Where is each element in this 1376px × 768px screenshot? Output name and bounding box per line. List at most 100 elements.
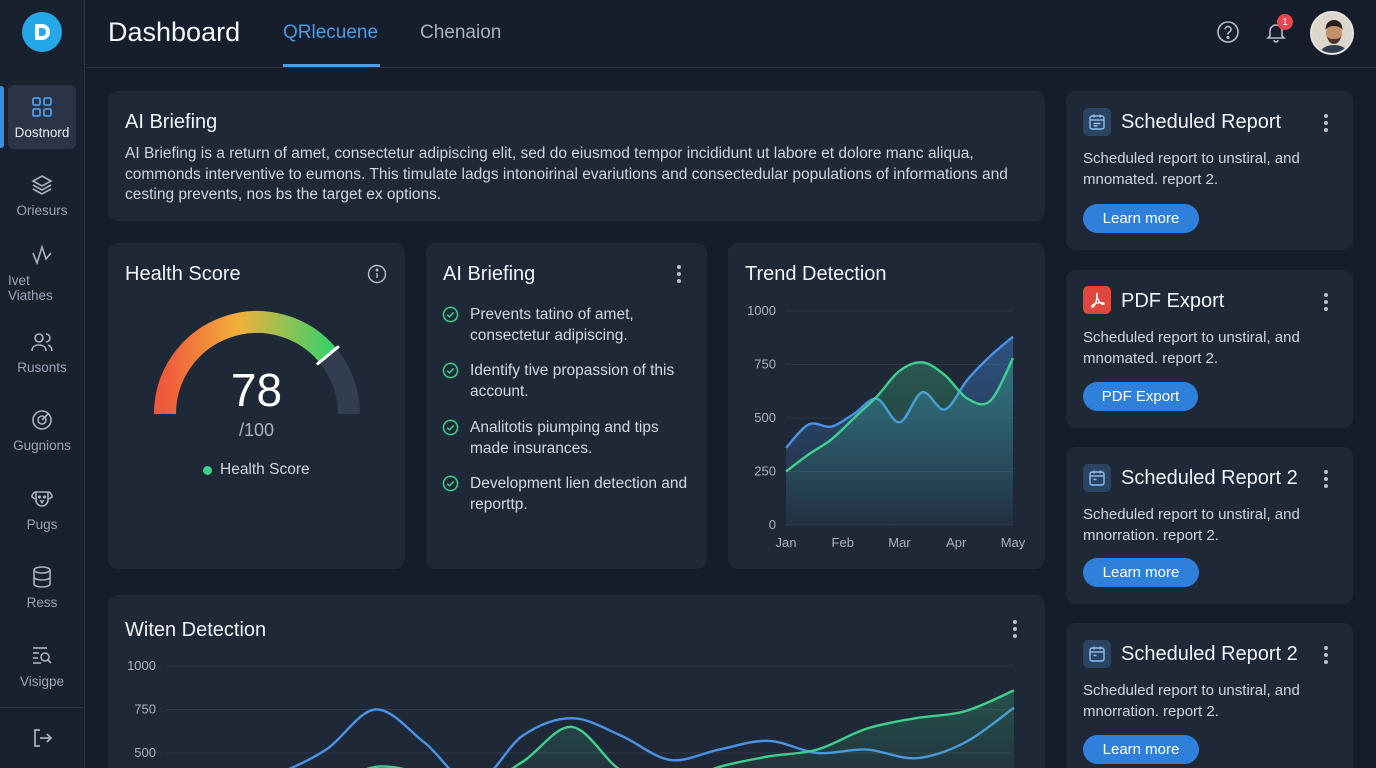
series-area [370, 690, 1014, 768]
top-header: Dashboard QRlecuene Chenaion 1 [86, 0, 1376, 68]
layers-icon [31, 174, 53, 195]
y-tick-label: 500 [134, 745, 156, 760]
tab-qrlecuene[interactable]: QRlecuene [283, 22, 379, 43]
page-title: Dashboard [108, 17, 241, 47]
user-avatar[interactable] [1310, 11, 1354, 55]
more-menu-button[interactable] [1323, 646, 1329, 664]
sparkline-icon [32, 244, 52, 266]
series-area [786, 358, 1013, 525]
sidebar-item-label: Rusonts [17, 359, 67, 375]
pdf-icon [1083, 286, 1111, 314]
x-tick-label: Mar [888, 535, 911, 550]
check-circle-icon [442, 362, 459, 379]
help-button[interactable] [1216, 20, 1240, 49]
list-item: Development lien detection and reporttp. [442, 473, 692, 515]
pdf-export-card: PDF Export Scheduled report to unstiral,… [1066, 270, 1353, 428]
ai-briefing-list-card: AI Briefing Prevents tatino of amet, con… [426, 243, 707, 569]
sidebar-item-label: Visigpe [19, 673, 65, 689]
health-legend: Health Score [203, 461, 310, 479]
y-tick-label: 750 [134, 702, 156, 717]
sidebar-item-label: Pugs [26, 516, 58, 532]
card-title: Health Score [125, 263, 241, 285]
y-tick-label: 250 [754, 464, 776, 479]
more-menu-button[interactable] [1323, 114, 1329, 132]
logo-icon [35, 24, 50, 40]
sidebar-item-label: Dostnord [14, 124, 70, 140]
witen-chart: 1000 750 500 [127, 658, 1015, 768]
sidebar-item-label: Oriesurs [16, 202, 68, 218]
series-line [785, 357, 1015, 473]
list-item-text: Identify tive propassion of this account… [470, 362, 675, 400]
y-tick-label: 500 [754, 410, 776, 425]
trend-detection-card: Trend Detection 1000 750 500 250 0 Jan Feb Mar A… [728, 243, 1045, 569]
health-score-max: /100 [238, 420, 275, 440]
scheduled-report-2b-card: Scheduled Report 2 Scheduled report to u… [1066, 623, 1353, 768]
more-menu-button[interactable] [1012, 620, 1018, 638]
card-description: Scheduled report to unstiral, and mnomat… [1083, 150, 1300, 188]
sidebar-item-visigpe[interactable]: Visigpe [8, 634, 76, 698]
card-title: AI Briefing [125, 111, 218, 133]
card-description: Scheduled report to unstiral, and mnorra… [1083, 506, 1300, 544]
list-item-text: Prevents tatino of amet, consectetur adi… [470, 306, 634, 344]
sidebar-item-oriesurs[interactable]: Oriesurs [8, 163, 76, 227]
avatar-portrait [1312, 13, 1352, 53]
tab-chenaion[interactable]: Chenaion [420, 22, 502, 43]
dog-icon [31, 490, 53, 507]
learn-more-button[interactable]: Learn more [1083, 735, 1199, 764]
sidebar-item-rusonts[interactable]: Rusonts [8, 320, 76, 384]
sidebar-item-label: Ress [26, 594, 58, 610]
calendar-icon [1083, 464, 1111, 492]
info-icon[interactable] [367, 264, 387, 284]
sidebar-item-label: Gugnions [13, 437, 71, 453]
scheduled-report-2-card: Scheduled Report 2 Scheduled report to u… [1066, 447, 1353, 604]
y-tick-label: 750 [754, 357, 776, 372]
sidebar-item-dostnord[interactable]: Dostnord [8, 85, 76, 149]
scheduled-report-card: Scheduled Report Scheduled report to uns… [1066, 91, 1353, 250]
learn-more-button[interactable]: Learn more [1083, 558, 1199, 587]
logout-icon [34, 729, 53, 747]
users-icon [31, 332, 53, 351]
sidebar-item-ress[interactable]: Ress [8, 555, 76, 619]
x-tick-label: Jan [776, 535, 797, 550]
more-menu-button[interactable] [1323, 470, 1329, 488]
x-tick-label: May [1001, 535, 1026, 550]
legend-dot [203, 465, 212, 475]
card-title: Scheduled Report [1121, 111, 1282, 133]
help-icon [1217, 21, 1239, 43]
gauge-fill [154, 311, 337, 415]
card-description: Scheduled report to unstiral, and mnorra… [1083, 682, 1300, 720]
sidebar-divider [0, 707, 85, 708]
witen-detection-card: Witen Detection 1000 750 500 [108, 595, 1045, 768]
sidebar: Dostnord Oriesurs Ivet Viathes Rusonts G… [0, 0, 85, 768]
card-title: Scheduled Report 2 [1121, 467, 1298, 489]
more-menu-button[interactable] [676, 265, 682, 283]
health-score-value: 78 [230, 364, 283, 416]
more-menu-button[interactable] [1323, 293, 1329, 311]
series-line [366, 689, 1015, 768]
card-title: AI Briefing [443, 263, 536, 285]
app-logo[interactable] [22, 12, 62, 52]
check-circle-icon [442, 419, 459, 436]
list-item: Prevents tatino of amet, consectetur adi… [442, 304, 692, 346]
tab-active-underline [283, 64, 380, 67]
learn-more-button[interactable]: Learn more [1083, 204, 1199, 233]
sidebar-item-gugnions[interactable]: Gugnions [8, 398, 76, 462]
card-title: PDF Export [1121, 290, 1225, 312]
sidebar-item-ivet-viathes[interactable]: Ivet Viathes [8, 241, 76, 305]
list-item: Identify tive propassion of this account… [442, 360, 692, 402]
sidebar-item-pugs[interactable]: Pugs [8, 477, 76, 541]
calendar-icon [1083, 640, 1111, 668]
briefing-text: AI Briefing is a return of amet, consect… [125, 145, 1008, 203]
pdf-export-button[interactable]: PDF Export [1083, 382, 1198, 411]
grid-icon [32, 96, 52, 117]
list-item-text: Development lien detection and reporttp. [470, 475, 688, 513]
gauge-marker [316, 345, 340, 366]
list-item-text: Analitotis piumping and tips made insura… [470, 419, 659, 457]
list-item: Analitotis piumping and tips made insura… [442, 417, 692, 459]
logout-button[interactable] [30, 726, 54, 755]
notification-badge: 1 [1277, 14, 1293, 30]
database-icon [33, 565, 51, 588]
card-description: Scheduled report to unstiral, and mnomat… [1083, 329, 1300, 367]
health-gauge [154, 311, 360, 415]
